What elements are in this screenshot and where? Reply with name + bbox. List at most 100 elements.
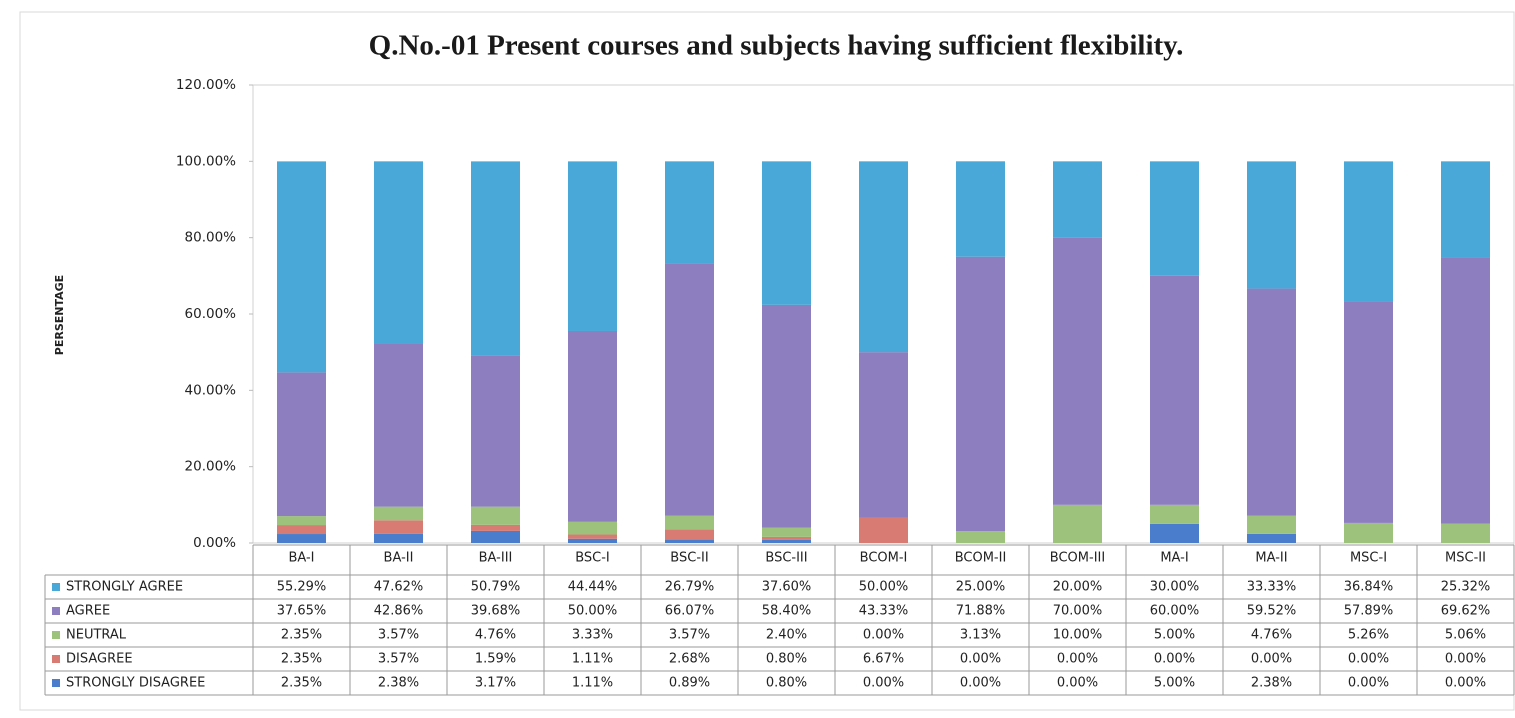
bar-segment	[1150, 504, 1199, 524]
y-tick-label: 0.00%	[193, 535, 236, 551]
table-cell: 0.00%	[1445, 676, 1486, 691]
table-cell: 25.32%	[1441, 580, 1491, 595]
table-cell: 3.57%	[378, 652, 419, 667]
legend-swatch	[52, 607, 60, 615]
bar-segment	[1247, 533, 1296, 543]
bar-segment	[859, 161, 908, 353]
bar-segment	[568, 521, 617, 535]
table-cell: 0.89%	[669, 676, 710, 691]
x-tick-label: MSC-II	[1445, 551, 1486, 566]
table-cell: 0.00%	[960, 652, 1001, 667]
bar-segment	[374, 520, 423, 534]
table-cell: 0.00%	[1445, 652, 1486, 667]
bar-segment	[956, 531, 1005, 543]
table-cell: 57.89%	[1344, 604, 1394, 619]
bar-segment	[1247, 515, 1296, 534]
table-cell: 5.26%	[1348, 628, 1389, 643]
legend-swatch	[52, 583, 60, 591]
bar-segment	[762, 161, 811, 305]
table-cell: 50.79%	[471, 580, 521, 595]
table-cell: 69.62%	[1441, 604, 1491, 619]
bar-segment	[665, 263, 714, 516]
bar-segment	[762, 536, 811, 540]
table-cell: 2.35%	[281, 628, 322, 643]
y-tick-label: 80.00%	[185, 230, 237, 246]
bar-segment	[568, 330, 617, 522]
table-cell: 36.84%	[1344, 580, 1394, 595]
x-tick-label: BA-III	[479, 551, 513, 566]
y-tick-label: 100.00%	[176, 153, 236, 169]
x-tick-label: MA-II	[1255, 551, 1287, 566]
legend-label: AGREE	[66, 604, 110, 619]
bar-segment	[1344, 522, 1393, 543]
table-cell: 0.80%	[766, 676, 807, 691]
table-cell: 3.57%	[669, 628, 710, 643]
bar-segment	[1441, 257, 1490, 524]
table-cell: 2.38%	[1251, 676, 1292, 691]
x-tick-label: BA-II	[384, 551, 414, 566]
bar-segment	[374, 343, 423, 507]
table-cell: 3.57%	[378, 628, 419, 643]
legend-label: STRONGLY DISAGREE	[66, 676, 205, 691]
bar-segment	[374, 533, 423, 543]
bar-segment	[1441, 523, 1490, 543]
legend-swatch	[52, 679, 60, 687]
table-cell: 0.00%	[1057, 676, 1098, 691]
table-cell: 0.00%	[1348, 652, 1389, 667]
bar-segment	[1441, 161, 1490, 258]
table-cell: 55.29%	[277, 580, 327, 595]
table-cell: 0.00%	[1251, 652, 1292, 667]
table-cell: 59.52%	[1247, 604, 1297, 619]
bar-segment	[374, 161, 423, 344]
table-cell: 60.00%	[1150, 604, 1200, 619]
table-cell: 2.35%	[281, 676, 322, 691]
table-cell: 26.79%	[665, 580, 715, 595]
bar-segment	[1053, 504, 1102, 543]
bar-segment	[762, 539, 811, 543]
bar-segment	[374, 506, 423, 521]
table-cell: 3.13%	[960, 628, 1001, 643]
x-tick-label: BSC-I	[575, 551, 610, 566]
table-cell: 10.00%	[1053, 628, 1103, 643]
legend-swatch	[52, 655, 60, 663]
bar-segment	[956, 256, 1005, 532]
x-tick-label: BSC-III	[765, 551, 807, 566]
bar-segment	[568, 534, 617, 539]
table-cell: 5.00%	[1154, 628, 1195, 643]
bar-segment	[277, 372, 326, 517]
table-cell: 6.67%	[863, 652, 904, 667]
bar-segment	[277, 161, 326, 373]
table-cell: 1.59%	[475, 652, 516, 667]
legend-label: NEUTRAL	[66, 628, 127, 643]
bar-segment	[665, 539, 714, 543]
bar-segment	[1053, 237, 1102, 505]
chart-title: Q.No.-01 Present courses and subjects ha…	[369, 30, 1184, 62]
x-tick-label: BCOM-I	[860, 551, 908, 566]
bar-segment	[471, 506, 520, 525]
table-cell: 58.40%	[762, 604, 812, 619]
legend-label: STRONGLY AGREE	[66, 580, 183, 595]
y-axis-title: PERSENTAGE	[53, 275, 66, 355]
bar-segment	[665, 529, 714, 540]
table-cell: 0.00%	[1154, 652, 1195, 667]
bar-segment	[471, 161, 520, 356]
bar-segment	[277, 525, 326, 535]
bar-segment	[471, 530, 520, 543]
table-cell: 1.11%	[572, 676, 613, 691]
y-tick-label: 20.00%	[185, 459, 237, 475]
table-cell: 37.65%	[277, 604, 327, 619]
bar-segment	[1344, 301, 1393, 523]
x-tick-label: BCOM-III	[1050, 551, 1105, 566]
bar-segment	[859, 352, 908, 518]
table-cell: 2.38%	[378, 676, 419, 691]
bar-segment	[277, 534, 326, 543]
table-cell: 42.86%	[374, 604, 424, 619]
y-tick-label: 120.00%	[176, 77, 236, 93]
bar-segment	[762, 527, 811, 537]
table-cell: 20.00%	[1053, 580, 1103, 595]
bar-segment	[1150, 523, 1199, 543]
table-cell: 43.33%	[859, 604, 909, 619]
bar-segment	[859, 517, 908, 543]
